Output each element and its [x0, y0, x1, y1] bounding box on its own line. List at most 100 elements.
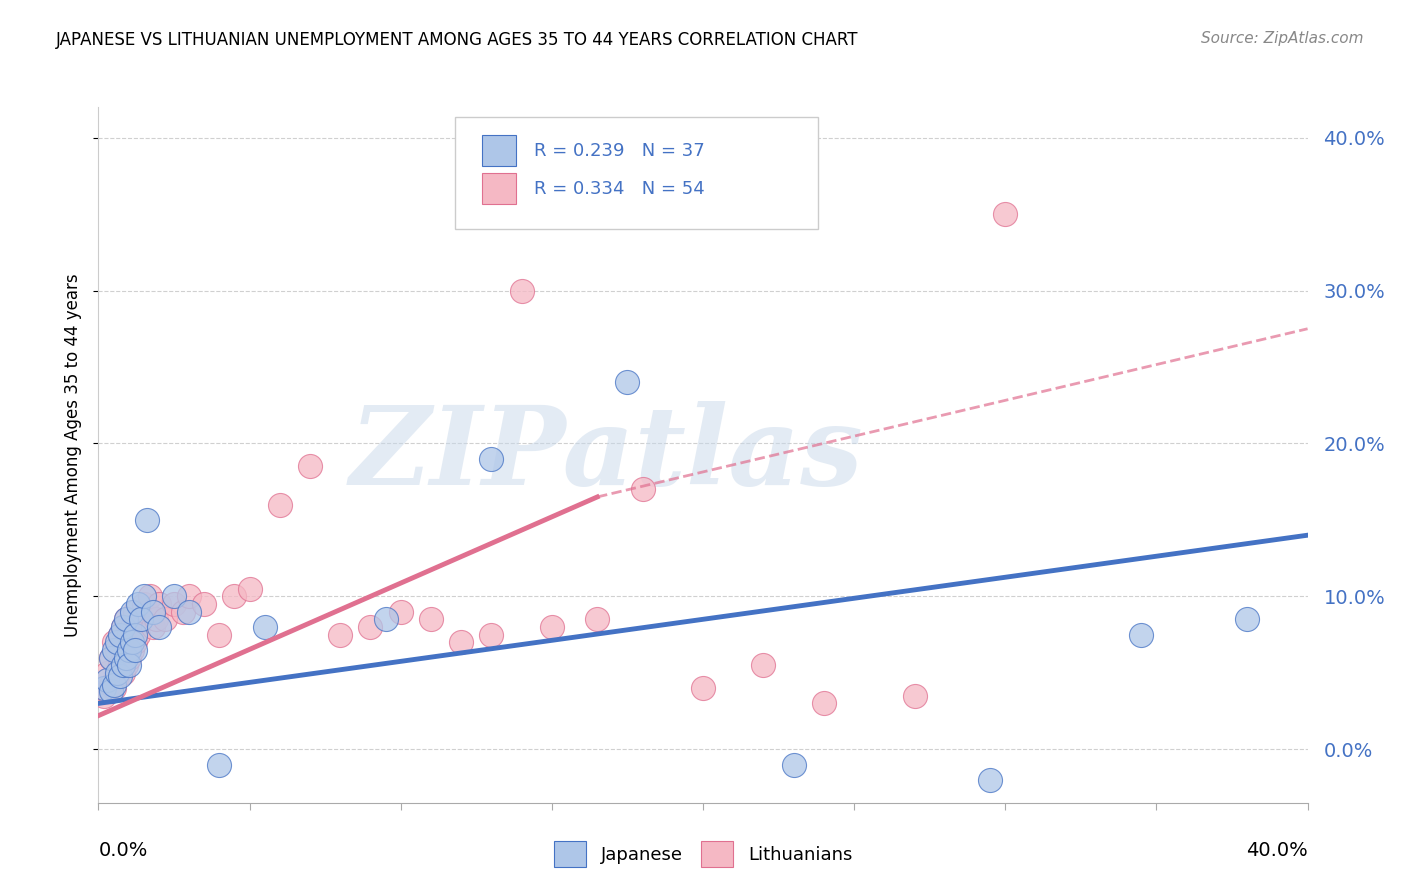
- Point: [208, 627, 231, 641]
- Point: [208, 757, 231, 772]
- Point: [127, 627, 149, 641]
- Point: [329, 627, 352, 641]
- Point: [139, 590, 162, 604]
- Point: [124, 643, 146, 657]
- Point: [135, 513, 157, 527]
- Point: [93, 681, 115, 695]
- Point: [118, 658, 141, 673]
- Point: [114, 612, 136, 626]
- FancyBboxPatch shape: [456, 118, 818, 229]
- Point: [100, 650, 122, 665]
- Point: [103, 643, 125, 657]
- Point: [96, 665, 118, 680]
- Point: [121, 635, 143, 649]
- Point: [121, 605, 143, 619]
- Point: [179, 590, 201, 604]
- Point: [129, 612, 152, 626]
- Point: [904, 689, 927, 703]
- Point: [450, 635, 472, 649]
- Text: JAPANESE VS LITHUANIAN UNEMPLOYMENT AMONG AGES 35 TO 44 YEARS CORRELATION CHART: JAPANESE VS LITHUANIAN UNEMPLOYMENT AMON…: [56, 31, 859, 49]
- Point: [93, 689, 115, 703]
- Point: [121, 643, 143, 657]
- Point: [374, 612, 396, 626]
- Point: [239, 582, 262, 596]
- Point: [616, 376, 638, 390]
- Point: [389, 605, 412, 619]
- Point: [224, 590, 246, 604]
- Point: [269, 498, 291, 512]
- Point: [481, 451, 503, 466]
- Point: [179, 605, 201, 619]
- Text: Source: ZipAtlas.com: Source: ZipAtlas.com: [1201, 31, 1364, 46]
- Point: [118, 650, 141, 665]
- Point: [631, 483, 654, 497]
- Point: [114, 650, 136, 665]
- Point: [100, 678, 122, 692]
- Point: [163, 590, 186, 604]
- Point: [420, 612, 443, 626]
- Point: [994, 207, 1017, 221]
- Point: [132, 590, 155, 604]
- Text: ZIPatlas: ZIPatlas: [349, 401, 863, 508]
- Point: [105, 643, 128, 657]
- Point: [142, 605, 165, 619]
- Point: [193, 597, 215, 611]
- Text: 0.0%: 0.0%: [98, 841, 148, 860]
- Point: [121, 620, 143, 634]
- Text: R = 0.334   N = 54: R = 0.334 N = 54: [534, 180, 704, 198]
- Point: [111, 665, 134, 680]
- Y-axis label: Unemployment Among Ages 35 to 44 years: Unemployment Among Ages 35 to 44 years: [65, 273, 83, 637]
- Point: [111, 620, 134, 634]
- Point: [108, 627, 131, 641]
- Point: [132, 597, 155, 611]
- Point: [135, 605, 157, 619]
- FancyBboxPatch shape: [482, 135, 516, 166]
- Point: [813, 697, 835, 711]
- Point: [163, 597, 186, 611]
- Point: [103, 635, 125, 649]
- Point: [124, 605, 146, 619]
- Point: [114, 658, 136, 673]
- Point: [111, 620, 134, 634]
- Point: [105, 635, 128, 649]
- Point: [108, 627, 131, 641]
- Point: [103, 681, 125, 695]
- Point: [100, 684, 122, 698]
- Point: [105, 665, 128, 680]
- Point: [111, 658, 134, 673]
- Point: [145, 612, 167, 626]
- Point: [148, 620, 170, 634]
- Point: [299, 459, 322, 474]
- Point: [752, 658, 775, 673]
- Point: [108, 669, 131, 683]
- Point: [783, 757, 806, 772]
- Point: [118, 643, 141, 657]
- Point: [103, 678, 125, 692]
- Point: [142, 620, 165, 634]
- Point: [124, 635, 146, 649]
- Point: [481, 627, 503, 641]
- Point: [100, 650, 122, 665]
- Point: [1130, 627, 1153, 641]
- Text: 40.0%: 40.0%: [1246, 841, 1308, 860]
- Point: [1236, 612, 1258, 626]
- Point: [253, 620, 276, 634]
- Point: [148, 597, 170, 611]
- Legend: Japanese, Lithuanians: Japanese, Lithuanians: [547, 834, 859, 874]
- Point: [124, 627, 146, 641]
- Point: [114, 612, 136, 626]
- Point: [540, 620, 562, 634]
- Point: [692, 681, 714, 695]
- Point: [96, 673, 118, 688]
- Point: [96, 684, 118, 698]
- Point: [153, 612, 176, 626]
- Point: [108, 658, 131, 673]
- Point: [360, 620, 382, 634]
- Point: [172, 605, 194, 619]
- Point: [118, 627, 141, 641]
- Text: R = 0.239   N = 37: R = 0.239 N = 37: [534, 142, 704, 160]
- Point: [586, 612, 609, 626]
- Point: [129, 612, 152, 626]
- Point: [979, 772, 1001, 787]
- Point: [510, 284, 533, 298]
